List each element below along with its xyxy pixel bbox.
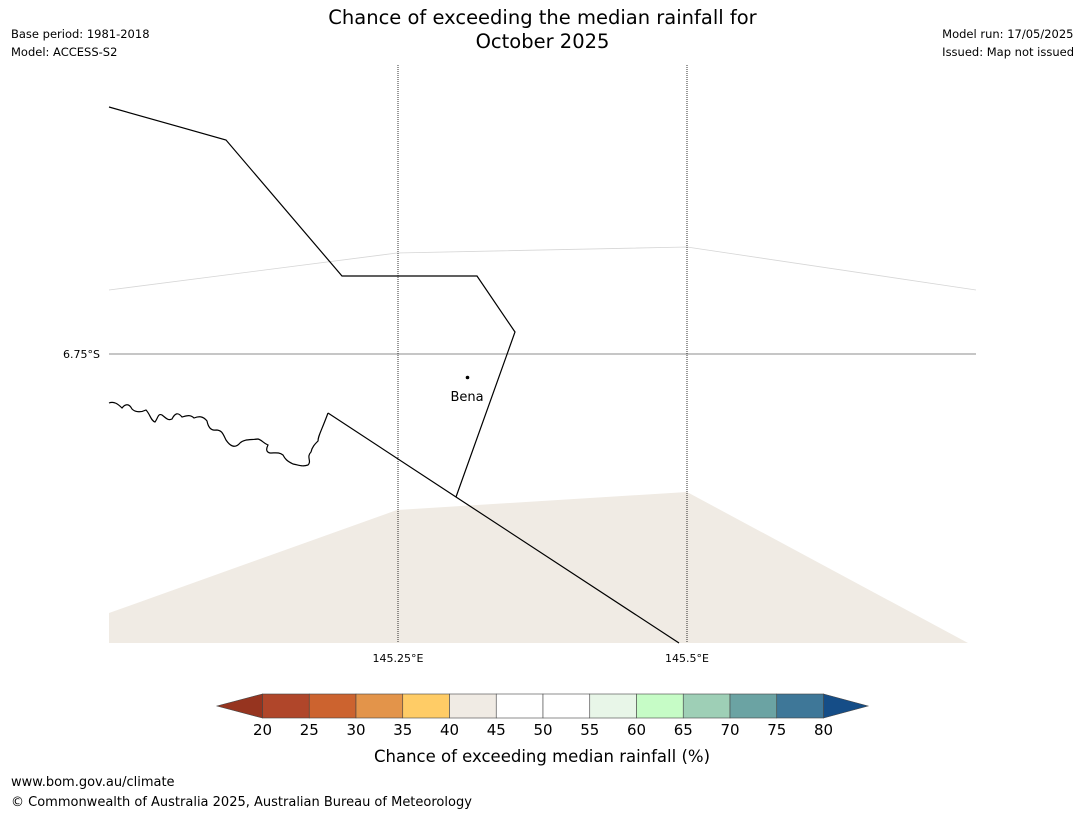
model-run-text: Model run: 17/05/2025 bbox=[942, 27, 1074, 41]
latitude-label: 6.75°S bbox=[63, 348, 100, 361]
colorbar-tick-label: 55 bbox=[580, 721, 599, 739]
longitude-label-145-25: 145.25°E bbox=[373, 652, 424, 665]
colorbar-tick-label: 50 bbox=[533, 721, 552, 739]
province-boundary-south bbox=[327, 412, 680, 644]
colorbar-segment bbox=[729, 693, 778, 719]
province-boundary-north bbox=[108, 106, 516, 498]
footer-url[interactable]: www.bom.gov.au/climate bbox=[11, 775, 175, 790]
colorbar-segment bbox=[262, 693, 310, 719]
colorbar-under-arrow bbox=[215, 693, 263, 719]
colorbar-tick-label: 60 bbox=[627, 721, 646, 739]
colorbar-tick-label: 25 bbox=[300, 721, 319, 739]
place-marker-icon[interactable] bbox=[465, 375, 470, 380]
colorbar-segment bbox=[776, 693, 824, 719]
colorbar-label: Chance of exceeding median rainfall (%) bbox=[374, 747, 710, 766]
colorbar-tick-label: 35 bbox=[393, 721, 412, 739]
region-boundary bbox=[108, 246, 977, 291]
colorbar-tick-label: 70 bbox=[720, 721, 739, 739]
colorbar-tick-label: 30 bbox=[346, 721, 365, 739]
river-boundary bbox=[108, 401, 329, 467]
longitude-label-145-5: 145.5°E bbox=[665, 652, 709, 665]
colorbar-segment bbox=[636, 693, 684, 719]
colorbar-segment bbox=[682, 693, 731, 719]
meta-right: Model run: 17/05/2025 Issued: Map not is… bbox=[942, 25, 1074, 61]
colorbar-over-arrow bbox=[823, 693, 870, 719]
issued-text: Issued: Map not issued bbox=[942, 45, 1074, 59]
colorbar: 20 25 30 35 40 45 50 55 60 65 70 75 80 bbox=[215, 693, 870, 739]
colorbar-segment bbox=[355, 693, 404, 719]
colorbar-tick-label: 45 bbox=[487, 721, 506, 739]
footer-copyright: © Commonwealth of Australia 2025, Austra… bbox=[11, 795, 472, 810]
probability-region bbox=[109, 492, 968, 643]
meta-left: Base period: 1981-2018 Model: ACCESS-S2 bbox=[11, 25, 150, 61]
colorbar-segment bbox=[542, 693, 591, 719]
base-period-text: Base period: 1981-2018 bbox=[11, 27, 150, 41]
map-title-line1: Chance of exceeding the median rainfall … bbox=[328, 6, 757, 29]
colorbar-segment bbox=[589, 693, 637, 719]
colorbar-tick-label: 40 bbox=[440, 721, 459, 739]
model-text: Model: ACCESS-S2 bbox=[11, 45, 118, 59]
colorbar-segment bbox=[402, 693, 450, 719]
map-title-line2: October 2025 bbox=[475, 30, 610, 53]
colorbar-tick-label: 20 bbox=[253, 721, 272, 739]
colorbar-tick-label: 80 bbox=[814, 721, 833, 739]
place-label: Bena bbox=[450, 390, 483, 405]
colorbar-segment bbox=[449, 693, 497, 719]
map-title: Chance of exceeding the median rainfall … bbox=[0, 6, 1085, 54]
colorbar-segment bbox=[308, 693, 357, 719]
colorbar-segment bbox=[495, 693, 544, 719]
colorbar-tick-label: 75 bbox=[767, 721, 786, 739]
colorbar-tick-label: 65 bbox=[674, 721, 693, 739]
